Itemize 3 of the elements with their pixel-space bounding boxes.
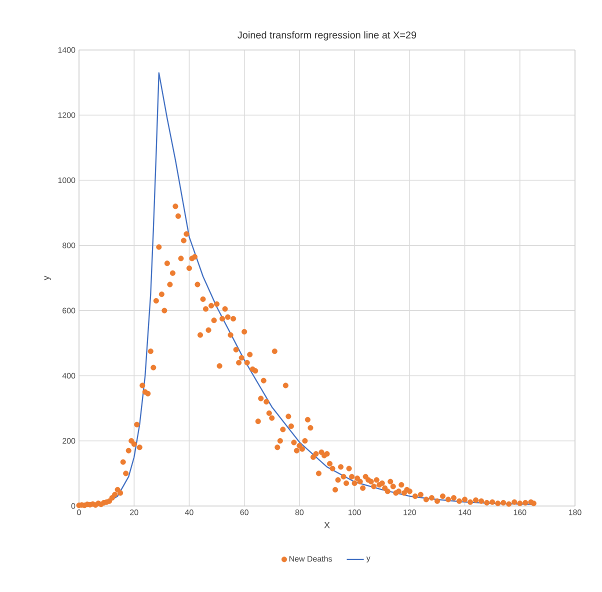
chart-title: Joined transform regression line at X=29 [238,31,416,40]
x-axis-title: X [324,522,330,528]
y-axis-title: y [44,276,51,280]
